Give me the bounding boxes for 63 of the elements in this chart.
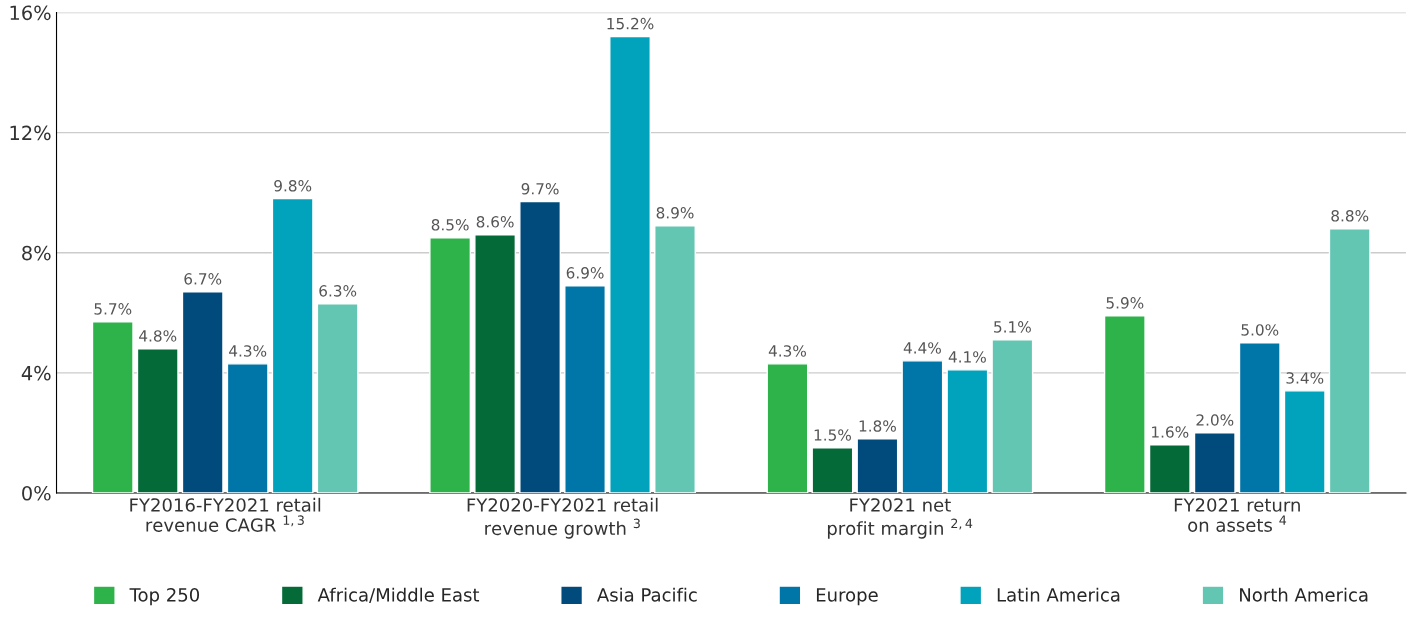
data-label: 6.9%: [566, 267, 604, 279]
x-tick-label: FY2021 return on assets $^{4}$: [1174, 498, 1300, 532]
bar: [136, 348, 179, 493]
bar: [181, 291, 224, 493]
data-label: 5.7%: [94, 303, 132, 315]
bar: [946, 369, 989, 493]
data-label: 4.1%: [948, 351, 986, 363]
bar: [766, 363, 809, 493]
data-label: 4.3%: [768, 345, 807, 357]
bar: [811, 447, 854, 493]
bar: [1238, 342, 1281, 493]
data-label: 9.7%: [521, 182, 559, 195]
bar: [226, 363, 269, 493]
bar: [901, 360, 944, 493]
data-label: 4.8%: [139, 330, 177, 342]
data-label: 4.4%: [903, 342, 941, 354]
data-label: 8.9%: [656, 207, 694, 219]
legend-label: North America: [1240, 587, 1368, 602]
legend-label: Africa/Middle East: [317, 587, 480, 604]
y-tick-label: 16%: [10, 5, 51, 21]
bar: [519, 200, 561, 493]
data-label: 5.9%: [1106, 297, 1144, 309]
data-label: 5.1%: [994, 321, 1031, 333]
x-tick-label: FY2020-FY2021 retail revenue growth $^{3}$: [467, 497, 658, 539]
legend-label: Top 250: [129, 588, 200, 606]
bar: [856, 438, 899, 493]
x-tick-label: FY2016-FY2021 retail revenue CAGR $^{1,3}$: [130, 497, 321, 532]
data-label: 1.6%: [1152, 426, 1189, 438]
data-label: 8.6%: [476, 216, 514, 228]
y-tick-label: 4%: [21, 365, 51, 381]
bar: [609, 35, 651, 493]
bar: [1103, 315, 1146, 493]
bar: [654, 224, 696, 493]
data-label: 1.8%: [859, 420, 896, 432]
bar: [271, 197, 314, 493]
data-label: 6.7%: [184, 273, 222, 285]
data-label: 4.3%: [229, 345, 267, 357]
bar: [316, 303, 359, 493]
bar: [474, 234, 517, 493]
y-tick-label: 12%: [10, 125, 51, 141]
bar: [1283, 390, 1326, 493]
data-label: 1.5%: [814, 429, 851, 441]
legend-label: Europe: [816, 588, 878, 606]
data-label: 8.8%: [1331, 210, 1369, 222]
bar: [1328, 228, 1371, 493]
x-tick-label: FY2021 net profit margin $^{2,4}$: [827, 498, 973, 539]
bar: [991, 339, 1034, 493]
data-label: 3.4%: [1286, 372, 1324, 384]
bar: [564, 285, 606, 493]
data-label: 5.0%: [1241, 324, 1279, 336]
data-label: 15.2%: [607, 17, 654, 30]
bar: [429, 237, 472, 493]
data-label: 8.5%: [431, 219, 469, 231]
y-tick-label: 0%: [22, 485, 51, 501]
data-label: 6.3%: [319, 285, 357, 297]
y-tick-label: 8%: [22, 245, 51, 261]
legend-label: Latin America: [997, 587, 1120, 602]
data-label: 2.0%: [1196, 414, 1234, 426]
data-label: 9.8%: [274, 179, 312, 192]
legend-label: Asia Pacific: [597, 587, 697, 602]
bar: [1148, 444, 1191, 493]
bar: [91, 321, 134, 493]
bar: [1193, 432, 1236, 493]
